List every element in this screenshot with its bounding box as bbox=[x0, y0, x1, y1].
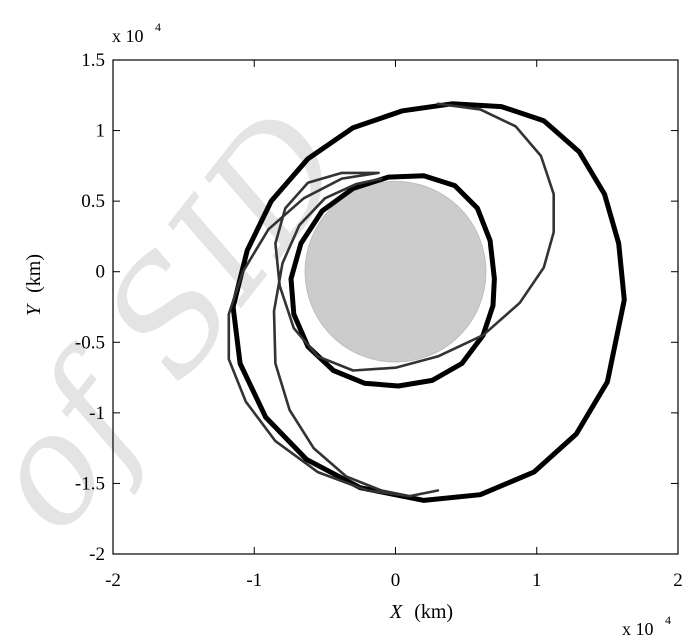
planet-disk bbox=[304, 180, 487, 363]
series-line-transfer-trajectory bbox=[227, 102, 555, 498]
y-tick-label: 1.5 bbox=[81, 50, 105, 71]
y-tick-label: -1.5 bbox=[75, 473, 105, 494]
y-axis-ticks: -2 -1.5 -1 -0.5 0 0.5 1 1.5 bbox=[75, 50, 678, 565]
x-axis-label-unit: (km) bbox=[414, 601, 453, 623]
y-tick-label: 0.5 bbox=[81, 191, 105, 212]
x-tick-label: -1 bbox=[246, 570, 262, 591]
x-axis-label-var: X bbox=[389, 601, 403, 623]
y-tick-label: -0.5 bbox=[75, 332, 105, 353]
y-axis-multiplier: x 10 bbox=[112, 26, 144, 46]
x-tick-label: 1 bbox=[532, 570, 542, 591]
x-axis-multiplier-exponent: 4 bbox=[665, 613, 671, 627]
x-tick-label: 0 bbox=[391, 570, 401, 591]
x-tick-label: 2 bbox=[673, 570, 683, 591]
y-tick-label: 0 bbox=[96, 262, 106, 283]
x-axis-label: X (km) bbox=[389, 601, 453, 623]
plot-content bbox=[227, 101, 627, 503]
x-tick-label: -2 bbox=[105, 570, 121, 591]
x-axis-multiplier: x 10 bbox=[622, 619, 654, 639]
y-axis-label: Y (km) bbox=[23, 254, 45, 316]
y-axis-label-var: Y bbox=[23, 303, 45, 316]
y-tick-label: -1 bbox=[89, 403, 105, 424]
y-axis-label-unit: (km) bbox=[23, 254, 45, 293]
y-tick-label: -2 bbox=[89, 544, 105, 565]
svg-text:Y (km): Y (km) bbox=[23, 254, 45, 316]
y-tick-label: 1 bbox=[96, 121, 106, 142]
x-axis-ticks: -2 -1 0 1 2 bbox=[105, 60, 683, 591]
y-axis-multiplier-exponent: 4 bbox=[155, 20, 161, 34]
series-line-inner-orbit bbox=[288, 173, 497, 389]
series-line-outer-orbit bbox=[230, 101, 627, 503]
